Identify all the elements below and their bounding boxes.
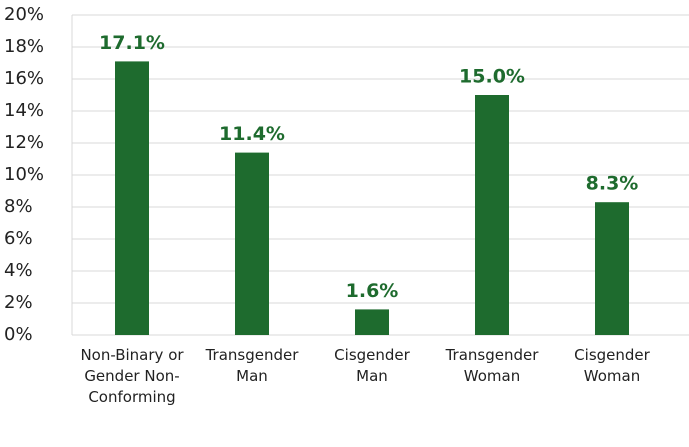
x-tick-label: Cisgender Woman: [574, 346, 650, 385]
y-tick-label: 20%: [4, 4, 44, 25]
x-tick-label: Non-Binary or Gender Non-Conforming: [80, 346, 184, 406]
bar: [235, 152, 269, 335]
data-label: 11.4%: [219, 123, 285, 145]
bar: [475, 95, 509, 335]
x-tick-label: Transgender Man: [205, 346, 299, 385]
y-tick-label: 10%: [4, 164, 44, 185]
x-tick-label: Transgender Woman: [445, 346, 539, 385]
data-label: 8.3%: [586, 173, 639, 195]
bar: [595, 202, 629, 335]
y-tick-label: 18%: [4, 36, 44, 57]
data-label: 15.0%: [459, 66, 525, 88]
bar: [115, 61, 149, 336]
y-tick-label: 12%: [4, 132, 44, 153]
y-tick-label: 6%: [4, 228, 33, 249]
data-label: 17.1%: [99, 32, 165, 54]
y-tick-label: 2%: [4, 292, 33, 313]
x-tick-label: Cisgender Man: [334, 346, 410, 385]
data-label: 1.6%: [346, 280, 399, 302]
y-tick-label: 14%: [4, 100, 44, 121]
bar: [355, 309, 389, 335]
y-tick-label: 4%: [4, 260, 33, 281]
y-tick-label: 8%: [4, 196, 33, 217]
y-tick-label: 16%: [4, 68, 44, 89]
y-tick-label: 0%: [4, 324, 33, 345]
